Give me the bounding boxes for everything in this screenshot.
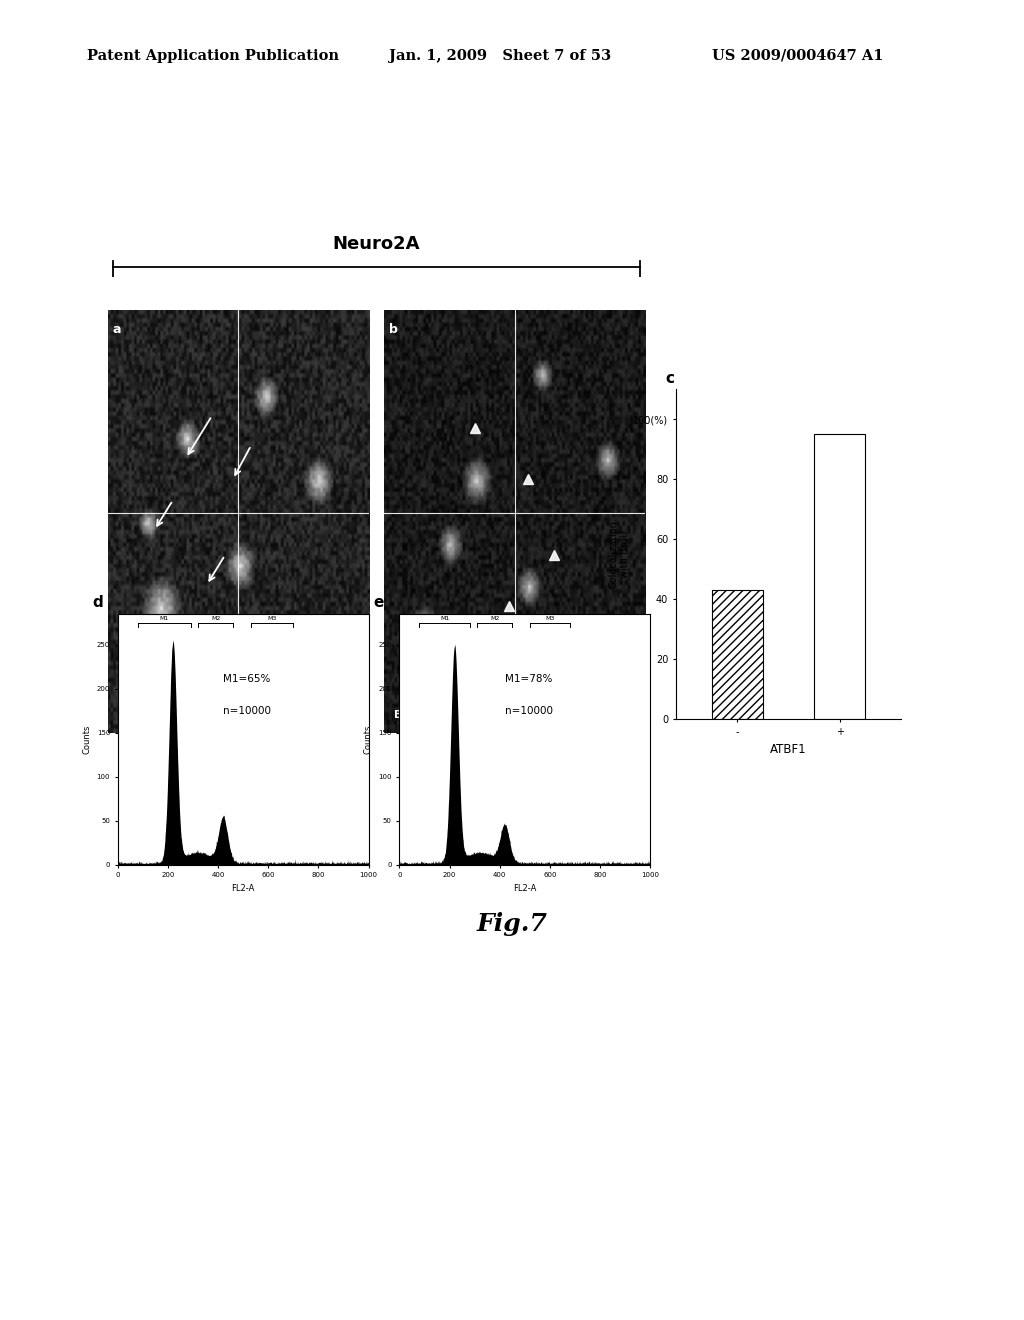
Text: M1=78%: M1=78% (505, 673, 552, 684)
Text: a: a (113, 323, 121, 335)
Text: US 2009/0004647 A1: US 2009/0004647 A1 (712, 49, 883, 63)
Text: M3: M3 (267, 616, 276, 620)
Text: n=10000: n=10000 (223, 706, 271, 717)
Text: M2: M2 (211, 616, 220, 620)
Text: Fig.7: Fig.7 (476, 912, 548, 936)
X-axis label: FL2-A: FL2-A (231, 884, 255, 892)
X-axis label: FL2-A: FL2-A (513, 884, 537, 892)
Text: M3: M3 (545, 616, 555, 620)
Bar (814, 434, 865, 719)
Text: BrdU/HA: BrdU/HA (118, 710, 168, 719)
Text: Patent Application Publication: Patent Application Publication (87, 49, 339, 63)
Text: Neuro2A: Neuro2A (333, 235, 420, 253)
Text: Jan. 1, 2009   Sheet 7 of 53: Jan. 1, 2009 Sheet 7 of 53 (389, 49, 611, 63)
Text: M2: M2 (490, 616, 500, 620)
Text: M1: M1 (160, 616, 169, 620)
Y-axis label: Counts: Counts (82, 725, 91, 754)
Y-axis label: Counts: Counts (364, 725, 373, 754)
Text: c: c (666, 371, 675, 385)
Text: M1: M1 (440, 616, 450, 620)
Text: M1=65%: M1=65% (223, 673, 270, 684)
Bar (712, 590, 763, 719)
Y-axis label: Colocalization
with BrdU: Colocalization with BrdU (608, 520, 631, 589)
Text: BrdU/ATBF1: BrdU/ATBF1 (394, 710, 464, 719)
Text: n=10000: n=10000 (505, 706, 553, 717)
X-axis label: ATBF1: ATBF1 (770, 743, 807, 755)
Text: e: e (374, 595, 384, 610)
Text: b: b (389, 323, 398, 335)
Text: d: d (92, 595, 102, 610)
